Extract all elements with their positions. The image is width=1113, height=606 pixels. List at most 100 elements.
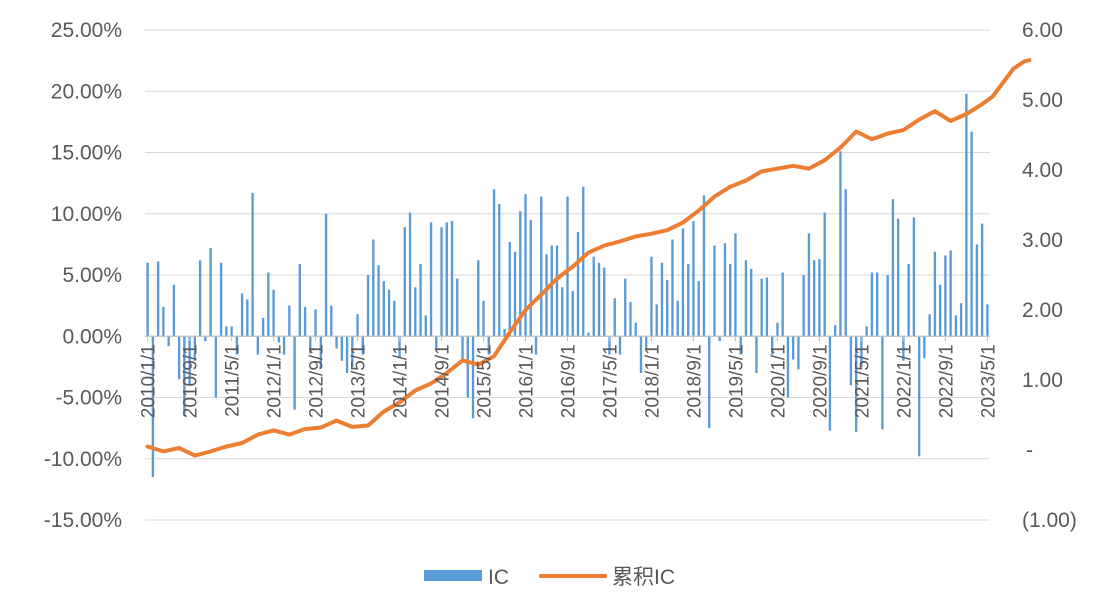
x-tick-label: 2015/5/1 xyxy=(475,344,496,418)
ic-bar xyxy=(891,199,895,337)
x-tick-label: 2021/5/1 xyxy=(852,344,873,418)
ic-bar xyxy=(529,219,532,337)
ic-bar xyxy=(408,212,412,337)
ic-bar xyxy=(330,305,333,337)
ic-bar xyxy=(624,278,627,337)
ic-bar xyxy=(970,131,973,337)
ic-bar xyxy=(639,336,643,373)
ic-bar xyxy=(387,289,391,337)
ic-bar xyxy=(151,336,155,478)
ic-bar xyxy=(288,305,291,337)
right-tick-label: (1.00) xyxy=(1022,509,1077,532)
left-tick-label: 0.00% xyxy=(62,325,122,348)
ic-bars xyxy=(146,93,989,478)
x-tick-label: 2012/9/1 xyxy=(307,344,328,418)
ic-bar xyxy=(513,251,517,337)
ic-bar xyxy=(351,336,354,367)
ic-bar xyxy=(949,250,952,337)
ic-bar xyxy=(156,261,160,337)
ic-bar xyxy=(907,263,910,337)
ic-bar xyxy=(933,251,937,337)
cumulative-ic-line xyxy=(145,58,1032,458)
ic-bar xyxy=(786,336,790,398)
right-tick-label: 3.00 xyxy=(1022,229,1063,252)
ic-bar xyxy=(760,278,763,337)
ic-bar xyxy=(193,336,197,361)
ic-bar xyxy=(492,189,496,337)
ic-bar xyxy=(813,260,816,337)
ic-bar xyxy=(335,336,338,349)
ic-bar xyxy=(718,336,721,342)
ic-bar xyxy=(377,265,380,337)
ic-bar xyxy=(172,284,176,337)
ic-bar xyxy=(487,336,490,355)
ic-bar xyxy=(650,256,653,337)
left-tick-label: 5.00% xyxy=(62,264,122,287)
ic-bar xyxy=(435,336,438,349)
right-tick-label: - xyxy=(1026,439,1033,462)
ic-bar xyxy=(555,245,559,337)
x-tick-label: 2023/5/1 xyxy=(978,344,999,418)
ic-bar xyxy=(881,336,884,430)
ic-bar xyxy=(314,309,317,337)
x-tick-label: 2014/1/1 xyxy=(391,344,412,418)
left-tick-label: -10.00% xyxy=(44,448,122,471)
left-tick-label: 10.00% xyxy=(51,203,122,226)
legend-label-ic: IC xyxy=(488,566,509,589)
ic-bar xyxy=(146,262,149,337)
right-tick-label: 2.00 xyxy=(1022,299,1063,322)
ic-bar xyxy=(734,233,737,337)
ic-bar xyxy=(198,260,202,337)
ic-bar xyxy=(424,315,427,337)
ic-bar xyxy=(225,326,228,337)
ic-bar xyxy=(870,272,874,337)
ic-bar xyxy=(204,336,207,342)
ic-bar xyxy=(697,281,700,337)
ic-bar xyxy=(162,306,165,337)
ic-bar xyxy=(372,239,375,337)
ic-bar xyxy=(629,301,632,337)
ic-bar xyxy=(183,336,186,416)
ic-bar xyxy=(576,232,580,337)
x-tick-label: 2010/1/1 xyxy=(139,344,160,418)
ic-bar xyxy=(246,299,249,337)
ic-bar xyxy=(744,260,748,337)
ic-bar xyxy=(519,211,522,337)
legend-swatch-ic xyxy=(424,570,482,581)
ic-bar xyxy=(608,336,611,355)
ic-bar xyxy=(645,336,648,349)
x-tick-label: 2011/5/1 xyxy=(223,344,244,417)
x-tick-label: 2020/1/1 xyxy=(768,344,789,418)
left-tick-label: 25.00% xyxy=(51,19,122,42)
ic-bar xyxy=(398,336,401,359)
ic-bar xyxy=(592,256,595,337)
ic-bar xyxy=(781,272,784,337)
ic-bar xyxy=(666,279,669,337)
ic-bar xyxy=(750,268,753,337)
ic-bar xyxy=(571,290,574,337)
ic-bar xyxy=(498,203,501,337)
ic-bar xyxy=(902,336,905,361)
ic-bar xyxy=(209,248,212,337)
ic-bar xyxy=(356,314,359,337)
ic-bar xyxy=(261,317,265,337)
ic-bar xyxy=(235,336,239,355)
ic-bar xyxy=(986,304,989,337)
ic-bar xyxy=(912,217,916,337)
left-tick-label: -15.00% xyxy=(44,509,122,532)
ic-bar xyxy=(723,243,727,337)
ic-bar xyxy=(445,222,448,337)
ic-bar xyxy=(896,218,900,337)
ic-bar xyxy=(345,336,349,373)
ic-bar xyxy=(938,284,942,337)
ic-bar xyxy=(429,222,433,337)
ic-bar xyxy=(849,336,853,386)
x-tick-label: 2013/5/1 xyxy=(349,344,370,418)
ic-bar xyxy=(618,336,622,355)
ic-bar xyxy=(676,300,679,337)
ic-bar xyxy=(923,336,926,359)
ic-bar xyxy=(954,315,958,337)
ic-bar xyxy=(582,186,585,337)
x-tick-label: 2018/9/1 xyxy=(684,344,705,418)
